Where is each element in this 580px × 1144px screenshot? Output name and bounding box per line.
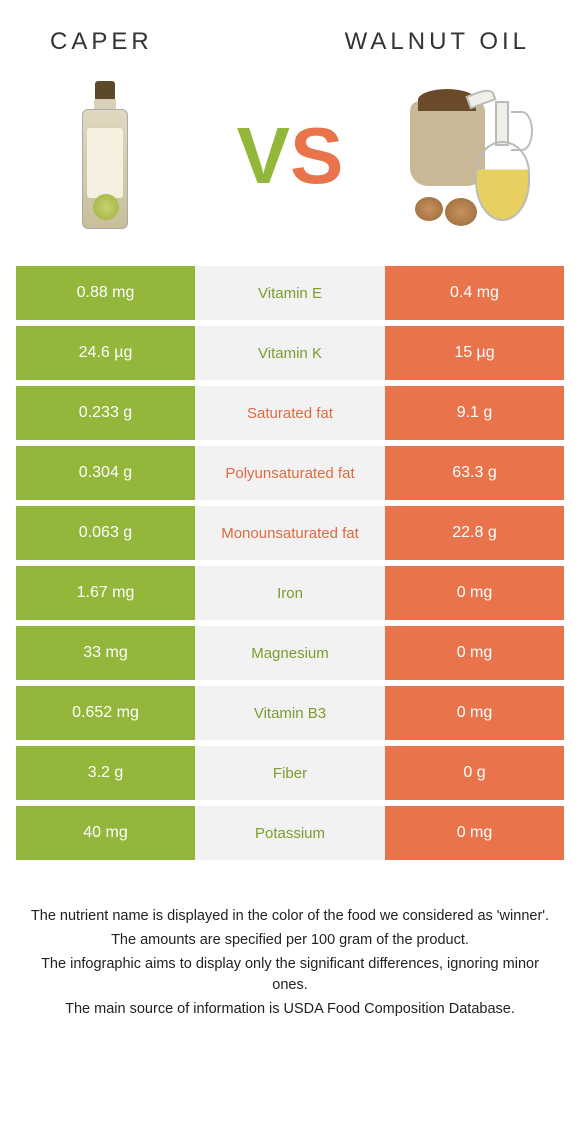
vs-s: S [290, 110, 343, 202]
caper-bottle-icon [80, 81, 130, 231]
nutrient-label: Iron [195, 566, 385, 620]
left-value: 40 mg [16, 806, 195, 860]
nutrient-row: 3.2 gFiber0 g [16, 746, 564, 800]
nutrient-row: 0.88 mgVitamin E0.4 mg [16, 266, 564, 320]
nutrient-label: Fiber [195, 746, 385, 800]
nutrient-label: Saturated fat [195, 386, 385, 440]
left-value: 0.88 mg [16, 266, 195, 320]
left-value: 0.063 g [16, 506, 195, 560]
footnote-line: The infographic aims to display only the… [24, 954, 556, 998]
left-food-title: Caper [50, 28, 153, 56]
nutrient-row: 1.67 mgIron0 mg [16, 566, 564, 620]
nutrient-row: 0.233 gSaturated fat9.1 g [16, 386, 564, 440]
right-value: 0 mg [385, 806, 564, 860]
nutrient-label: Vitamin K [195, 326, 385, 380]
right-value: 9.1 g [385, 386, 564, 440]
walnut-oil-image [410, 76, 540, 236]
nutrient-label: Potassium [195, 806, 385, 860]
right-value: 63.3 g [385, 446, 564, 500]
left-value: 24.6 µg [16, 326, 195, 380]
nutrient-label: Monounsaturated fat [195, 506, 385, 560]
caper-image [40, 76, 170, 236]
left-value: 1.67 mg [16, 566, 195, 620]
right-value: 0.4 mg [385, 266, 564, 320]
right-value: 22.8 g [385, 506, 564, 560]
right-value: 15 µg [385, 326, 564, 380]
nutrient-label: Magnesium [195, 626, 385, 680]
nutrient-row: 33 mgMagnesium0 mg [16, 626, 564, 680]
left-value: 3.2 g [16, 746, 195, 800]
nutrient-row: 0.304 gPolyunsaturated fat63.3 g [16, 446, 564, 500]
nutrient-label: Vitamin E [195, 266, 385, 320]
footnote-line: The nutrient name is displayed in the co… [24, 906, 556, 928]
left-value: 33 mg [16, 626, 195, 680]
vs-v: V [237, 110, 290, 202]
footnote: The nutrient name is displayed in the co… [0, 866, 580, 1021]
nutrient-row: 0.652 mgVitamin B30 mg [16, 686, 564, 740]
footnote-line: The amounts are specified per 100 gram o… [24, 930, 556, 952]
nutrient-label: Polyunsaturated fat [195, 446, 385, 500]
nutrient-row: 24.6 µgVitamin K15 µg [16, 326, 564, 380]
vs-label: VS [237, 110, 344, 202]
images-row: VS [0, 66, 580, 266]
nutrient-label: Vitamin B3 [195, 686, 385, 740]
left-value: 0.304 g [16, 446, 195, 500]
nutrient-row: 0.063 gMonounsaturated fat22.8 g [16, 506, 564, 560]
header: Caper Walnut oil [0, 0, 580, 66]
right-value: 0 mg [385, 686, 564, 740]
right-value: 0 mg [385, 566, 564, 620]
right-food-title: Walnut oil [345, 28, 530, 56]
footnote-line: The main source of information is USDA F… [24, 999, 556, 1021]
right-value: 0 g [385, 746, 564, 800]
right-value: 0 mg [385, 626, 564, 680]
nutrient-table: 0.88 mgVitamin E0.4 mg 24.6 µgVitamin K15… [0, 266, 580, 860]
left-value: 0.233 g [16, 386, 195, 440]
walnut-oil-icon [410, 81, 540, 231]
nutrient-row: 40 mgPotassium0 mg [16, 806, 564, 860]
left-value: 0.652 mg [16, 686, 195, 740]
